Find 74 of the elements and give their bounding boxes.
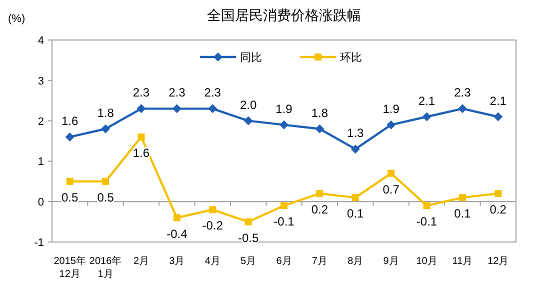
data-label: 0.5 bbox=[62, 190, 79, 204]
x-tick-label: 11月 bbox=[452, 256, 473, 267]
chart-title: 全国居民消费价格涨跌幅 bbox=[207, 7, 361, 23]
x-tick-label: 4月 bbox=[204, 256, 220, 267]
point bbox=[280, 202, 288, 210]
x-tick-label: 2015年 12月 bbox=[54, 255, 86, 280]
data-label: 0.1 bbox=[454, 206, 472, 221]
x-tick-label: 5月 bbox=[240, 256, 256, 267]
point bbox=[244, 218, 252, 226]
x-tick-label: 2016年 1月 bbox=[89, 255, 122, 280]
data-label: 0.7 bbox=[382, 182, 400, 196]
point bbox=[172, 104, 182, 114]
legend-label: 同比 bbox=[240, 51, 262, 64]
point bbox=[458, 104, 467, 114]
point bbox=[173, 214, 180, 222]
data-label: -0.4 bbox=[166, 226, 188, 241]
data-label: 1.9 bbox=[276, 102, 293, 116]
y-tick-label: 0 bbox=[38, 196, 44, 209]
point bbox=[280, 120, 288, 130]
x-tick-label: 7月 bbox=[312, 256, 328, 267]
data-label: 0.2 bbox=[490, 202, 507, 217]
point bbox=[494, 190, 502, 198]
point bbox=[65, 132, 74, 142]
data-label: 2.0 bbox=[240, 98, 257, 112]
data-label: 1.8 bbox=[97, 106, 114, 120]
point bbox=[66, 178, 74, 185]
data-label: 1.6 bbox=[62, 114, 79, 128]
y-tick-label: 3 bbox=[38, 75, 44, 88]
point bbox=[388, 170, 395, 177]
y-axis-title: (%) bbox=[8, 13, 26, 25]
y-tick-label: 1 bbox=[38, 156, 44, 168]
x-tick-label: 8月 bbox=[348, 256, 364, 267]
point bbox=[458, 194, 466, 202]
data-label: -0.1 bbox=[274, 214, 295, 229]
y-tick-label: 4 bbox=[38, 35, 44, 47]
point bbox=[352, 194, 359, 202]
x-tick-label: 9月 bbox=[383, 256, 399, 267]
x-tick-label: 12月 bbox=[488, 256, 509, 267]
y-tick-label: 2 bbox=[38, 116, 44, 128]
data-label: 0.2 bbox=[311, 202, 328, 217]
x-tick-label: 6月 bbox=[276, 256, 292, 267]
data-label: 2.1 bbox=[418, 94, 436, 108]
data-label: 0.1 bbox=[347, 206, 364, 221]
data-label: 2.3 bbox=[168, 86, 186, 100]
point bbox=[423, 202, 430, 210]
point bbox=[101, 124, 110, 134]
data-label: 2.3 bbox=[132, 86, 150, 100]
x-tick-label: 2月 bbox=[133, 256, 150, 267]
data-label: 2.1 bbox=[490, 94, 507, 108]
point bbox=[136, 104, 146, 114]
data-label: 1.3 bbox=[347, 126, 364, 140]
data-label: 2.3 bbox=[454, 86, 472, 100]
x-tick-label: 10月 bbox=[416, 256, 438, 267]
data-label: -0.1 bbox=[416, 214, 438, 229]
data-label: -0.5 bbox=[238, 230, 259, 245]
data-label: 1.9 bbox=[382, 102, 400, 116]
point bbox=[316, 190, 324, 198]
point bbox=[138, 133, 145, 140]
point bbox=[244, 116, 253, 126]
point bbox=[350, 144, 360, 154]
data-label: 2.3 bbox=[204, 86, 222, 100]
legend-label: 环比 bbox=[340, 51, 362, 64]
data-label: -0.2 bbox=[202, 218, 224, 233]
point bbox=[209, 206, 216, 214]
point bbox=[315, 124, 324, 134]
x-tick-label: 3月 bbox=[169, 256, 185, 267]
point bbox=[494, 112, 503, 122]
point bbox=[386, 120, 396, 130]
point bbox=[208, 104, 218, 114]
data-label: 1.8 bbox=[311, 106, 328, 120]
point bbox=[422, 112, 432, 122]
point bbox=[102, 178, 110, 185]
data-label: 0.5 bbox=[97, 190, 114, 204]
y-tick-label: -1 bbox=[34, 237, 44, 249]
